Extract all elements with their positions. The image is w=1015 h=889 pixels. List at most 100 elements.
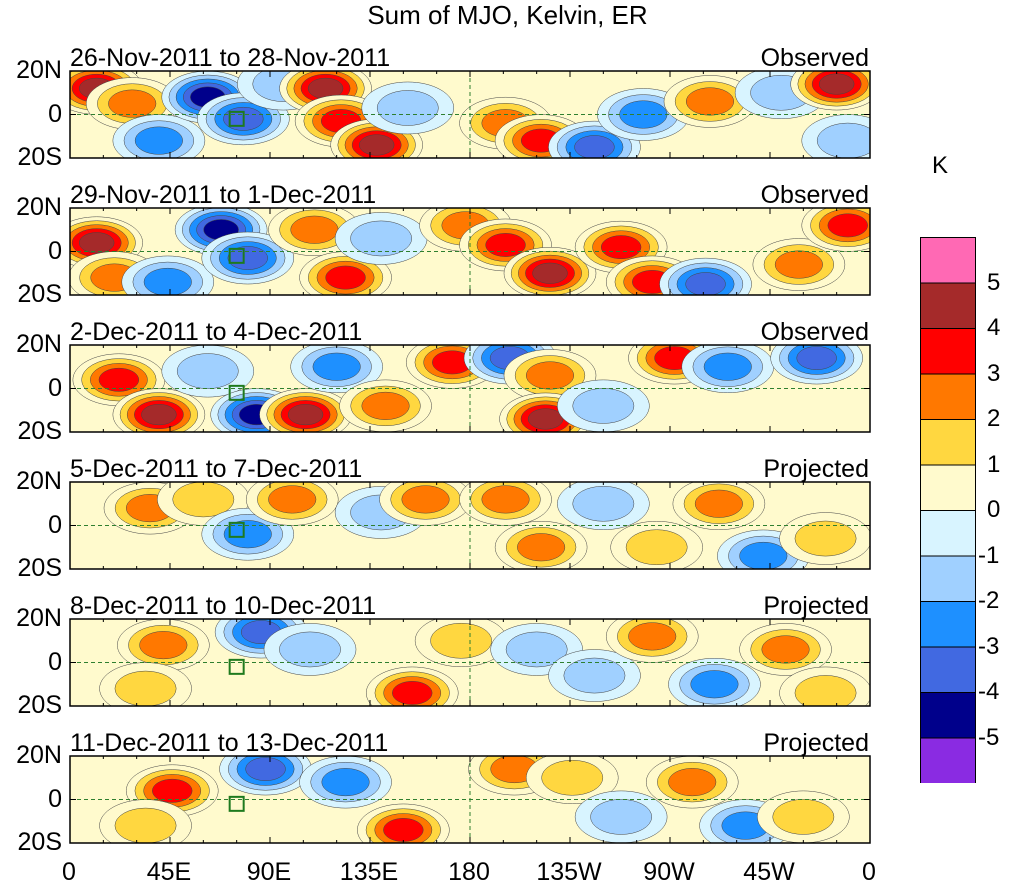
colorbar-tick-label: 1 bbox=[987, 450, 1001, 478]
anomaly-contour bbox=[703, 352, 752, 381]
panel-status: Observed bbox=[760, 318, 869, 346]
anomaly-contour bbox=[223, 520, 272, 549]
heatmap-plot bbox=[69, 755, 871, 844]
anomaly-contour bbox=[287, 404, 324, 426]
longitude-tick-label: 135E bbox=[339, 858, 399, 886]
colorbar-swatch bbox=[920, 282, 976, 329]
panel-status: Projected bbox=[763, 729, 869, 757]
region-box bbox=[228, 384, 245, 401]
map-panel: 29-Nov-2011 to 1-Dec-2011 Observed 20N 0 20S bbox=[0, 181, 1015, 318]
panel-status: Observed bbox=[760, 44, 869, 72]
anomaly-contour bbox=[574, 135, 615, 158]
latitude-tick-label: 20N bbox=[16, 467, 62, 495]
colorbar-tick-label: -3 bbox=[978, 632, 1000, 660]
heatmap-plot bbox=[69, 481, 871, 570]
latitude-tick-label: 20N bbox=[16, 330, 62, 358]
anomaly-contour bbox=[761, 635, 810, 664]
anomaly-contour bbox=[563, 657, 626, 694]
latitude-tick-label: 20N bbox=[16, 604, 62, 632]
longitude-tick-label: 0 bbox=[62, 858, 76, 886]
anomaly-contour bbox=[485, 233, 526, 257]
panel-date-range: 29-Nov-2011 to 1-Dec-2011 bbox=[70, 181, 377, 209]
anomaly-contour bbox=[176, 353, 239, 389]
latitude-tick-label: 0 bbox=[48, 236, 62, 265]
anomaly-contour bbox=[392, 681, 433, 705]
anomaly-contour bbox=[108, 89, 157, 118]
colorbar-tick-label: -4 bbox=[978, 678, 1000, 705]
anomaly-contour bbox=[268, 485, 317, 514]
region-box bbox=[228, 658, 245, 675]
map-panel: 8-Dec-2011 to 10-Dec-2011 Projected 20N 0 20… bbox=[0, 592, 1015, 729]
colorbar-swatch bbox=[920, 328, 976, 375]
anomaly-contour bbox=[350, 220, 412, 257]
latitude-tick-label: 0 bbox=[48, 99, 62, 128]
anomaly-contour bbox=[376, 90, 439, 126]
anomaly-contour bbox=[78, 232, 115, 254]
latitude-tick-label: 20N bbox=[16, 741, 62, 769]
colorbar-swatch bbox=[920, 237, 976, 284]
latitude-tick-label: 0 bbox=[48, 784, 62, 813]
panel-date-range: 8-Dec-2011 to 10-Dec-2011 bbox=[70, 592, 377, 620]
colorbar-tick-label: 2 bbox=[987, 405, 1001, 432]
latitude-tick-label: 0 bbox=[48, 647, 62, 676]
panel-status: Observed bbox=[760, 181, 869, 209]
anomaly-contour bbox=[572, 485, 635, 522]
panel-status: Projected bbox=[763, 592, 869, 620]
anomaly-contour bbox=[321, 768, 370, 797]
anomaly-contour bbox=[312, 352, 361, 381]
latitude-tick-label: 20S bbox=[17, 554, 62, 582]
anomaly-contour bbox=[139, 631, 188, 660]
chart-title: Sum of MJO, Kelvin, ER bbox=[367, 0, 648, 30]
colorbar-tick-label: -2 bbox=[978, 587, 1000, 614]
panel-date-range: 26-Nov-2011 to 28-Nov-2011 bbox=[70, 44, 391, 72]
colorbar bbox=[920, 237, 976, 783]
anomaly-contour bbox=[739, 541, 788, 569]
latitude-tick-label: 20S bbox=[17, 691, 62, 719]
anomaly-contour bbox=[98, 367, 140, 392]
colorbar-swatch bbox=[920, 692, 976, 739]
anomaly-contour bbox=[694, 489, 743, 518]
anomaly-contour bbox=[114, 807, 177, 843]
anomaly-contour bbox=[141, 404, 177, 426]
anomaly-contour bbox=[541, 759, 604, 796]
colorbar-swatch bbox=[920, 737, 976, 783]
region-box bbox=[228, 795, 245, 812]
anomaly-contour bbox=[279, 631, 341, 668]
latitude-tick-label: 0 bbox=[48, 510, 62, 539]
anomaly-contour bbox=[685, 272, 726, 295]
latitude-tick-label: 20N bbox=[16, 56, 62, 84]
anomaly-contour bbox=[527, 408, 564, 430]
anomaly-contour bbox=[143, 267, 192, 295]
longitude-tick-label: 90W bbox=[643, 858, 695, 886]
longitude-tick-label: 0 bbox=[862, 858, 876, 886]
anomaly-contour bbox=[625, 529, 688, 566]
colorbar-tick-label: 3 bbox=[987, 359, 1001, 387]
colorbar-swatch bbox=[920, 555, 976, 602]
region-box bbox=[228, 110, 245, 127]
colorbar-tick-label: -1 bbox=[978, 541, 1000, 569]
anomaly-contour bbox=[600, 235, 642, 260]
anomaly-contour bbox=[774, 250, 823, 279]
latitude-tick-label: 20S bbox=[17, 828, 62, 856]
colorbar-tick-label: 0 bbox=[987, 496, 1001, 523]
anomaly-contour bbox=[245, 757, 286, 781]
anomaly-contour bbox=[383, 818, 424, 842]
anomaly-contour bbox=[572, 388, 635, 424]
colorbar-swatch bbox=[920, 510, 976, 557]
colorbar-swatch bbox=[920, 373, 976, 420]
anomaly-contour bbox=[361, 391, 410, 420]
heatmap-plot bbox=[69, 618, 871, 707]
anomaly-contour bbox=[794, 675, 857, 706]
colorbar-units: K bbox=[931, 152, 948, 179]
heatmap-plot bbox=[69, 344, 871, 433]
latitude-tick-label: 20S bbox=[17, 143, 62, 171]
longitude-tick-label: 135W bbox=[536, 858, 602, 886]
anomaly-contour bbox=[532, 262, 568, 284]
latitude-tick-label: 20S bbox=[17, 417, 62, 445]
colorbar-tick-label: -5 bbox=[978, 723, 1000, 751]
anomaly-contour bbox=[816, 122, 870, 158]
anomaly-contour bbox=[772, 799, 835, 835]
anomaly-contour bbox=[590, 799, 652, 835]
anomaly-contour bbox=[172, 482, 235, 518]
anomaly-contour bbox=[325, 265, 366, 290]
